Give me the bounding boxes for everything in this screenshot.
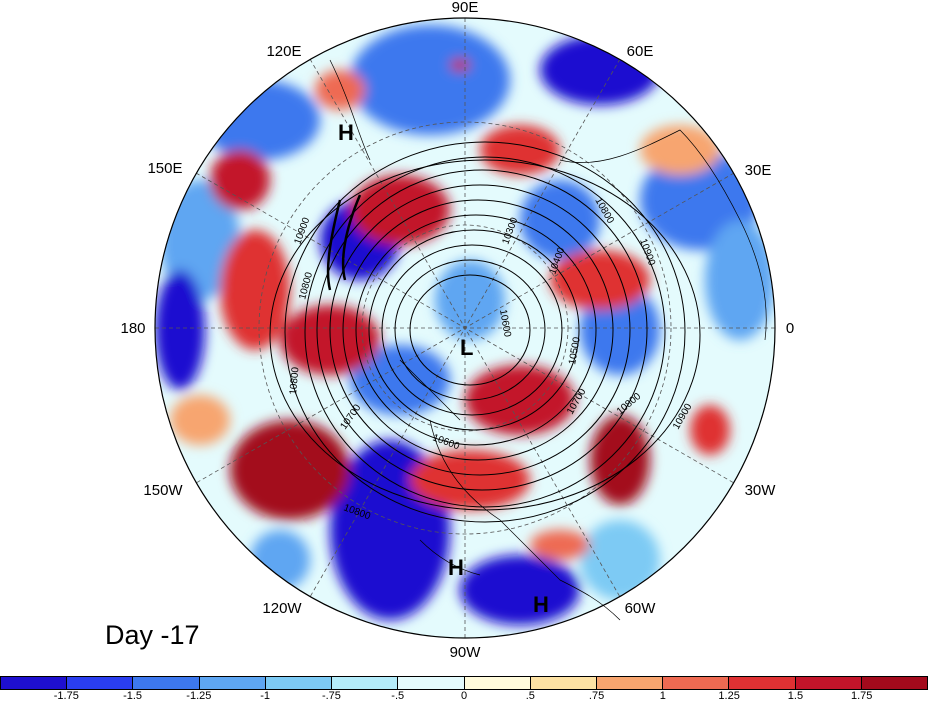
coastlines: [329, 59, 767, 621]
colorbar-tick-label: -1.75: [53, 690, 79, 702]
colorbar-tick-label: 1: [659, 690, 666, 702]
colorbar-tick-labels: -1.75 -1.5 -1.25 -1 -.75 -.5 0 .5 .75 1 1.25 1.5 1.7…: [0, 690, 928, 702]
anomaly-field: [155, 18, 775, 638]
colorbar-tick-label: -1: [260, 690, 271, 702]
colorbar-cell: [464, 677, 531, 689]
panel-label: Day -17: [105, 620, 200, 650]
contour-label: 10800: [288, 366, 301, 395]
colorbar-cell: [332, 677, 399, 689]
colorbar-cell: [861, 677, 928, 689]
lon-label-60w: 60W: [625, 600, 657, 617]
colorbar-cell: [663, 677, 730, 689]
colorbar-cell: [265, 677, 333, 689]
colorbar-tick-label: 0: [460, 690, 468, 702]
contour-label: 10500: [567, 336, 583, 366]
lon-label-120w: 120W: [262, 600, 302, 617]
height-contours: [269, 141, 701, 523]
colorbar-cell: [199, 677, 266, 689]
lon-label-0: 0: [786, 320, 794, 337]
colorbar-tick-label: -.5: [391, 690, 405, 702]
colorbar: [0, 676, 928, 690]
lon-label-180: 180: [120, 320, 145, 337]
colorbar-tick-label: 1.75: [850, 690, 873, 702]
lon-label-150w: 150W: [143, 482, 183, 499]
colorbar-tick-label: -1.5: [123, 690, 143, 702]
contour-label: 10600: [497, 309, 513, 339]
lon-label-90w: 90W: [450, 644, 482, 661]
low-pressure-marker: L: [460, 335, 473, 360]
colorbar-cell: [1, 677, 68, 689]
high-pressure-marker: H: [448, 555, 464, 580]
high-pressure-marker: H: [533, 592, 549, 617]
pressure-centers: H L H H: [338, 120, 549, 617]
lon-label-90e: 90E: [452, 0, 479, 16]
colorbar-tick-label: 1.25: [718, 690, 740, 702]
colorbar-tick-label: 1.5: [787, 690, 804, 702]
lat-lon-grid: [155, 18, 775, 638]
colorbar-cell: [133, 677, 200, 689]
colorbar-tick-label: .75: [588, 690, 605, 702]
colorbar-cell: [398, 677, 465, 689]
colorbar-cell: [596, 677, 664, 689]
colorbar-cell: [795, 677, 862, 689]
colorbar-tick-label: -.75: [321, 690, 341, 702]
colorbar-tick-label: .5: [525, 690, 535, 702]
lon-label-150e: 150E: [147, 160, 182, 177]
lon-label-60e: 60E: [627, 43, 654, 60]
longitude-labels: 90E 60E 30E 0 30W 60W 90W 120W 150W 180 …: [120, 0, 794, 661]
colorbar-cell: [530, 677, 597, 689]
colorbar-cell: [729, 677, 796, 689]
colorbar-cell: [67, 677, 134, 689]
high-pressure-marker: H: [338, 120, 354, 145]
colorbar-tick-label: -1.25: [186, 690, 212, 702]
lon-label-30e: 30E: [745, 162, 772, 179]
lon-label-30w: 30W: [745, 482, 777, 499]
polar-map: 90E 60E 30E 0 30W 60W 90W 120W 150W 180 …: [120, 0, 794, 661]
lon-label-120e: 120E: [266, 43, 301, 60]
